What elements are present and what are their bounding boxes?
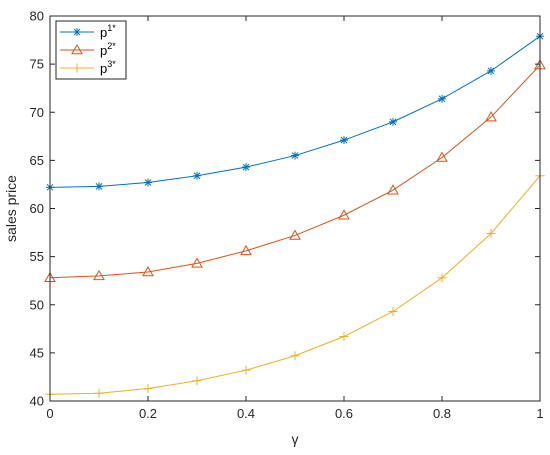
y-tick-label: 50 — [30, 297, 44, 312]
y-tick-label: 80 — [30, 9, 44, 24]
x-axis-label: γ — [292, 431, 299, 447]
data-point-s1-4 — [242, 163, 250, 172]
data-point-s3-4 — [241, 365, 251, 375]
data-point-s3-8 — [437, 273, 447, 283]
data-point-s2-3 — [191, 257, 203, 268]
data-point-s3-3 — [192, 376, 202, 386]
data-point-s2-9 — [485, 111, 497, 122]
data-point-s3-9 — [486, 229, 496, 239]
y-tick-label: 75 — [30, 57, 44, 72]
legend-entry-2: p2* — [60, 41, 116, 58]
data-point-s3-1 — [94, 388, 104, 398]
legend-entry-1: p1* — [60, 23, 116, 40]
y-axis-label: sales price — [3, 175, 19, 242]
data-point-s2-7 — [387, 184, 399, 195]
data-point-s2-4 — [240, 244, 252, 256]
data-point-s3-6 — [339, 332, 349, 342]
data-point-s3-7 — [388, 306, 398, 316]
data-point-s1-6 — [340, 136, 348, 145]
legend-label-sup: 1* — [107, 23, 116, 33]
data-point-s3-5 — [290, 351, 300, 361]
legend-marker — [71, 43, 83, 55]
data-point-s2-1 — [93, 269, 105, 281]
legend-label: p3* — [100, 59, 116, 76]
x-tick-label: 1 — [536, 406, 543, 421]
data-point-s1-3 — [193, 171, 201, 180]
plot-area — [50, 16, 540, 401]
data-point-s1-2 — [144, 178, 152, 187]
legend: p1*p2*p3* — [55, 20, 127, 80]
legend-marker — [72, 63, 82, 73]
x-tick-label: 0.8 — [433, 406, 451, 421]
y-tick-label: 65 — [30, 153, 44, 168]
data-point-s2-5 — [289, 229, 301, 240]
legend-label-base: p — [100, 25, 107, 40]
data-point-s1-7 — [389, 117, 397, 126]
y-tick-label: 60 — [30, 201, 44, 216]
legend-label-sup: 2* — [107, 41, 116, 51]
y-tick-label: 40 — [30, 394, 44, 409]
data-point-s2-2 — [142, 266, 154, 277]
axes-layer: 0 0.2 0.4 0.6 0.8 1 40 45 50 55 60 65 70 75 80 — [30, 9, 544, 422]
data-point-s1-5 — [291, 151, 299, 160]
y-tick-label: 45 — [30, 345, 44, 360]
legend-label: p2* — [100, 41, 116, 58]
data-point-s3-2 — [143, 383, 153, 393]
y-tick-label: 55 — [30, 249, 44, 264]
data-point-s1-1 — [95, 182, 103, 191]
legend-label: p1* — [100, 23, 116, 40]
series-layer — [44, 32, 546, 399]
legend-label-base: p — [100, 43, 107, 58]
data-point-s1-9 — [487, 66, 495, 75]
series-line-2 — [49, 64, 541, 279]
x-tick-label: 0.2 — [139, 406, 157, 421]
data-point-s2-6 — [338, 209, 350, 220]
legend-entry-3: p3* — [60, 59, 116, 76]
data-point-s1-8 — [438, 94, 446, 103]
legend-label-sup: 3* — [107, 59, 116, 69]
x-tick-label: 0.4 — [237, 406, 255, 421]
legend-label-base: p — [100, 61, 107, 76]
x-tick-label: 0 — [46, 406, 53, 421]
y-tick-label: 70 — [30, 105, 44, 120]
legend-marker — [73, 28, 81, 36]
data-point-s2-8 — [436, 151, 448, 162]
x-tick-label: 0.6 — [335, 406, 353, 421]
series-3-group — [45, 171, 545, 399]
